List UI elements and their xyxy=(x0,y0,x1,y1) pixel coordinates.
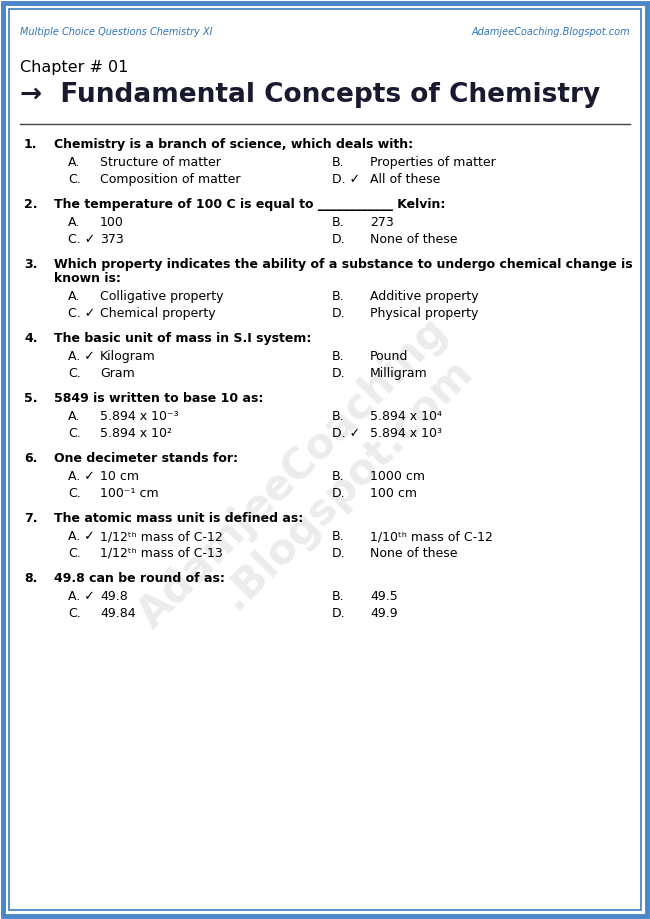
Text: AdamjeeCoaching.Blogspot.com: AdamjeeCoaching.Blogspot.com xyxy=(471,27,630,37)
Text: 6.: 6. xyxy=(24,452,38,465)
Text: Composition of matter: Composition of matter xyxy=(100,173,240,186)
Text: B.: B. xyxy=(332,216,345,229)
Text: All of these: All of these xyxy=(370,173,441,186)
Text: 3.: 3. xyxy=(24,258,38,271)
Text: C. ✓: C. ✓ xyxy=(68,307,96,320)
Text: 100 cm: 100 cm xyxy=(370,487,417,500)
Text: 49.5: 49.5 xyxy=(370,590,398,603)
Text: 49.8: 49.8 xyxy=(100,590,128,603)
Text: Multiple Choice Questions Chemistry XI: Multiple Choice Questions Chemistry XI xyxy=(20,27,213,37)
Text: 49.8 can be round of as:: 49.8 can be round of as: xyxy=(54,572,225,585)
Text: None of these: None of these xyxy=(370,547,458,560)
Text: 5.894 x 10⁻³: 5.894 x 10⁻³ xyxy=(100,410,179,423)
Text: Chemical property: Chemical property xyxy=(100,307,216,320)
Text: Chemistry is a branch of science, which deals with:: Chemistry is a branch of science, which … xyxy=(54,138,413,151)
Text: A.: A. xyxy=(68,290,80,303)
Text: Kilogram: Kilogram xyxy=(100,350,156,363)
Text: 100⁻¹ cm: 100⁻¹ cm xyxy=(100,487,159,500)
Text: B.: B. xyxy=(332,410,345,423)
Text: 373: 373 xyxy=(100,233,124,246)
Text: 5.894 x 10²: 5.894 x 10² xyxy=(100,427,172,440)
Text: C.: C. xyxy=(68,487,81,500)
Text: known is:: known is: xyxy=(54,272,121,285)
Text: B.: B. xyxy=(332,470,345,483)
Text: C.: C. xyxy=(68,547,81,560)
Text: 1/10ᵗʰ mass of C-12: 1/10ᵗʰ mass of C-12 xyxy=(370,530,493,543)
Text: B.: B. xyxy=(332,290,345,303)
Text: 4.: 4. xyxy=(24,332,38,345)
Text: A.: A. xyxy=(68,216,80,229)
Text: D.: D. xyxy=(332,607,346,620)
Text: 7.: 7. xyxy=(24,512,38,525)
Text: Chapter # 01: Chapter # 01 xyxy=(20,60,129,75)
Text: Colligative property: Colligative property xyxy=(100,290,224,303)
Text: 100: 100 xyxy=(100,216,124,229)
Text: AdamjeeCoaching
    .Blogspot.com: AdamjeeCoaching .Blogspot.com xyxy=(130,310,490,670)
Text: 5.894 x 10⁴: 5.894 x 10⁴ xyxy=(370,410,442,423)
Text: A.: A. xyxy=(68,410,80,423)
Text: →  Fundamental Concepts of Chemistry: → Fundamental Concepts of Chemistry xyxy=(20,82,600,108)
Text: D.: D. xyxy=(332,307,346,320)
Text: The atomic mass unit is defined as:: The atomic mass unit is defined as: xyxy=(54,512,304,525)
Text: Pound: Pound xyxy=(370,350,408,363)
Text: D.: D. xyxy=(332,367,346,380)
Text: 2.: 2. xyxy=(24,198,38,211)
Text: B.: B. xyxy=(332,530,345,543)
Text: B.: B. xyxy=(332,590,345,603)
Text: 5849 is written to base 10 as:: 5849 is written to base 10 as: xyxy=(54,392,263,405)
Text: D. ✓: D. ✓ xyxy=(332,173,360,186)
Text: None of these: None of these xyxy=(370,233,458,246)
Text: C.: C. xyxy=(68,427,81,440)
Text: 1.: 1. xyxy=(24,138,38,151)
Text: 1000 cm: 1000 cm xyxy=(370,470,425,483)
Text: 1/12ᵗʰ mass of C-12: 1/12ᵗʰ mass of C-12 xyxy=(100,530,223,543)
Text: A. ✓: A. ✓ xyxy=(68,470,95,483)
Text: 5.894 x 10³: 5.894 x 10³ xyxy=(370,427,442,440)
Text: The temperature of 100 C is equal to ____________ Kelvin:: The temperature of 100 C is equal to ___… xyxy=(54,198,445,211)
Text: A. ✓: A. ✓ xyxy=(68,350,95,363)
Text: A. ✓: A. ✓ xyxy=(68,530,95,543)
Text: Additive property: Additive property xyxy=(370,290,478,303)
Text: 273: 273 xyxy=(370,216,394,229)
Text: 49.9: 49.9 xyxy=(370,607,398,620)
Text: 5.: 5. xyxy=(24,392,38,405)
Text: Milligram: Milligram xyxy=(370,367,428,380)
Text: D.: D. xyxy=(332,487,346,500)
Text: Physical property: Physical property xyxy=(370,307,478,320)
Text: 1/12ᵗʰ mass of C-13: 1/12ᵗʰ mass of C-13 xyxy=(100,547,223,560)
Text: C.: C. xyxy=(68,607,81,620)
Text: Which property indicates the ability of a substance to undergo chemical change i: Which property indicates the ability of … xyxy=(54,258,632,271)
Text: D. ✓: D. ✓ xyxy=(332,427,360,440)
Text: Gram: Gram xyxy=(100,367,135,380)
Text: 10 cm: 10 cm xyxy=(100,470,139,483)
Text: A.: A. xyxy=(68,156,80,169)
Text: C. ✓: C. ✓ xyxy=(68,233,96,246)
Text: One decimeter stands for:: One decimeter stands for: xyxy=(54,452,238,465)
Text: Structure of matter: Structure of matter xyxy=(100,156,221,169)
Text: The basic unit of mass in S.I system:: The basic unit of mass in S.I system: xyxy=(54,332,311,345)
Text: Properties of matter: Properties of matter xyxy=(370,156,496,169)
Text: B.: B. xyxy=(332,156,345,169)
Text: C.: C. xyxy=(68,367,81,380)
Text: B.: B. xyxy=(332,350,345,363)
Text: C.: C. xyxy=(68,173,81,186)
Text: 49.84: 49.84 xyxy=(100,607,136,620)
Text: D.: D. xyxy=(332,547,346,560)
Text: A. ✓: A. ✓ xyxy=(68,590,95,603)
Text: D.: D. xyxy=(332,233,346,246)
Text: 8.: 8. xyxy=(24,572,38,585)
